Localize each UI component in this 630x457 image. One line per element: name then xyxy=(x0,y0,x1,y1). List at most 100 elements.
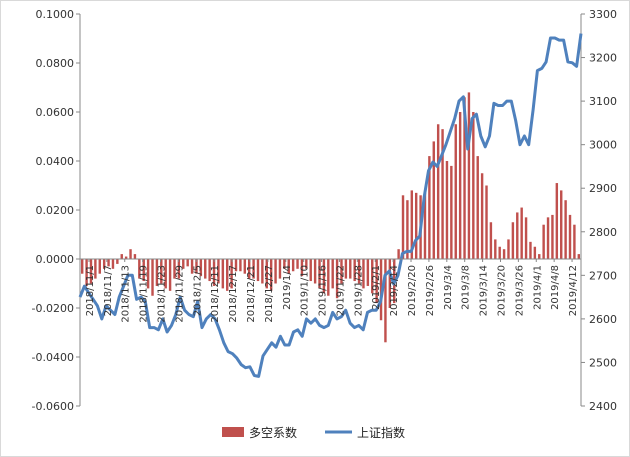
bar-9 xyxy=(120,254,123,259)
bar-52 xyxy=(309,259,312,282)
legend-label-bars: 多空系数 xyxy=(249,425,297,440)
bar-46 xyxy=(283,259,286,269)
bar-32 xyxy=(221,259,225,289)
bar-5 xyxy=(102,259,106,269)
bar-84 xyxy=(450,165,453,259)
bar-38 xyxy=(247,259,251,279)
y-left-tick-label: 0.0800 xyxy=(36,57,75,70)
x-tick-label: 2019/2/1 xyxy=(371,265,382,310)
bar-103 xyxy=(533,246,537,259)
bar-6 xyxy=(107,259,110,267)
bar-69 xyxy=(384,259,387,343)
bar-66 xyxy=(371,259,374,294)
x-tick-label: 2019/3/20 xyxy=(496,265,507,316)
bar-33 xyxy=(226,259,229,291)
bar-100 xyxy=(520,207,523,259)
bar-53 xyxy=(313,259,317,284)
legend-swatch-bars xyxy=(222,427,244,437)
bar-10 xyxy=(124,256,128,259)
bar-102 xyxy=(529,241,532,259)
x-tick-label: 2019/4/8 xyxy=(550,265,561,310)
bar-50 xyxy=(300,259,304,277)
bar-17 xyxy=(155,259,159,286)
bar-58 xyxy=(335,259,339,299)
bar-109 xyxy=(560,190,563,259)
bar-16 xyxy=(151,259,154,296)
bar-82 xyxy=(441,129,444,259)
bar-101 xyxy=(524,217,528,259)
bar-93 xyxy=(489,222,493,259)
bar-1 xyxy=(85,259,88,286)
y-right-tick-label: 3200 xyxy=(589,52,617,65)
bar-96 xyxy=(502,249,506,259)
bar-65 xyxy=(366,259,370,286)
bar-2 xyxy=(89,259,93,284)
y-right-tick-label: 2500 xyxy=(589,356,617,369)
x-tick-label: 2019/3/26 xyxy=(514,265,525,316)
bar-98 xyxy=(511,222,515,259)
bar-21 xyxy=(173,259,176,279)
bar-70 xyxy=(388,259,392,308)
bar-108 xyxy=(555,183,559,259)
legend: 多空系数 上证指数 xyxy=(222,425,405,440)
bar-45 xyxy=(278,259,282,279)
x-tick-label: 2019/1/4 xyxy=(282,265,293,310)
bar-90 xyxy=(476,156,479,259)
bar-104 xyxy=(538,254,541,259)
bar-87 xyxy=(463,97,466,259)
bar-22 xyxy=(177,259,181,279)
bar-76 xyxy=(414,192,418,259)
bar-36 xyxy=(239,259,242,272)
bar-99 xyxy=(516,212,519,259)
y-right-tick-label: 2800 xyxy=(589,226,617,239)
bar-25 xyxy=(190,259,194,274)
y-left-tick-label: 0.0000 xyxy=(36,253,75,266)
x-tick-label: 2019/2/26 xyxy=(425,265,436,316)
bar-49 xyxy=(296,259,299,269)
bar-56 xyxy=(327,259,330,296)
bar-89 xyxy=(472,112,475,259)
x-tick-label: 2018/11/1 xyxy=(85,265,96,316)
bar-35 xyxy=(234,259,238,272)
bar-55 xyxy=(322,259,326,294)
y-right-tick-label: 3000 xyxy=(589,139,617,152)
bar-80 xyxy=(432,141,435,259)
bar-8 xyxy=(116,259,119,264)
x-tick-label: 2019/1/22 xyxy=(335,265,346,316)
x-tick-label: 2019/1/10 xyxy=(300,265,311,316)
bar-43 xyxy=(269,259,273,291)
bar-105 xyxy=(542,224,545,259)
bar-37 xyxy=(243,259,247,274)
bar-92 xyxy=(485,185,488,259)
y-left-tick-label: 0.0400 xyxy=(36,155,75,168)
y-right-tick-label: 2400 xyxy=(589,400,617,413)
bar-64 xyxy=(362,259,365,289)
y-right-tick-label: 3100 xyxy=(589,95,617,108)
y-left-tick-label: -0.0600 xyxy=(32,400,74,413)
bar-57 xyxy=(331,259,334,289)
y-left-tick-label: -0.0400 xyxy=(32,351,74,364)
x-tick-label: 2019/1/28 xyxy=(353,265,364,316)
x-tick-label: 2018/12/21 xyxy=(246,265,257,323)
bar-72 xyxy=(397,249,400,259)
bar-95 xyxy=(498,246,501,259)
bar-15 xyxy=(146,259,150,289)
bar-18 xyxy=(160,259,163,284)
y-left-tick-label: -0.0200 xyxy=(32,302,74,315)
bar-86 xyxy=(458,112,462,259)
x-axis: 2018/11/1 2018/11/7 2018/11/13 2018/11/19 20… xyxy=(80,258,581,323)
y-left-axis: -0.0600 -0.0400 -0.0200 0.0000 0.0200 0.0400 0… xyxy=(32,8,81,413)
y-right-tick-label: 3300 xyxy=(589,8,617,21)
bar-88 xyxy=(467,92,471,260)
bar-111 xyxy=(568,214,572,259)
bar-48 xyxy=(291,259,295,272)
bar-20 xyxy=(168,259,172,291)
bar-28 xyxy=(204,259,207,279)
bar-68 xyxy=(379,259,383,321)
bar-83 xyxy=(445,161,449,259)
bar-75 xyxy=(410,190,414,259)
bar-74 xyxy=(406,200,409,259)
bar-113 xyxy=(577,254,581,259)
